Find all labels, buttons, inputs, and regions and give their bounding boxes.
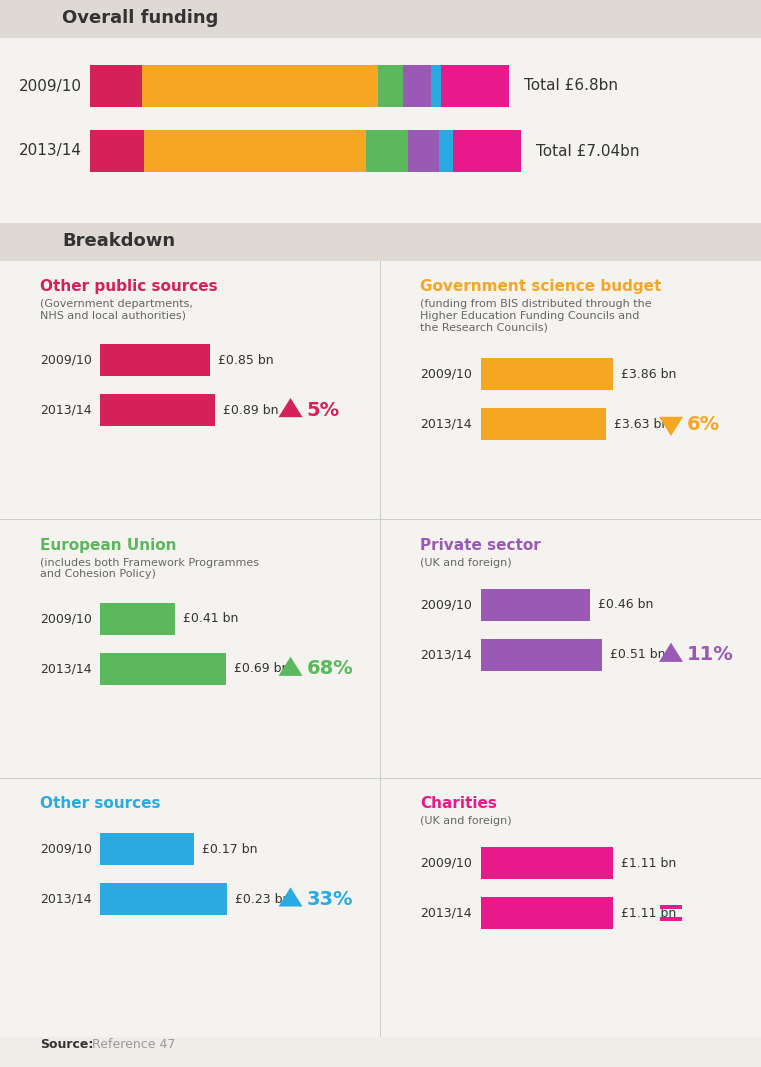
Text: (UK and foreign): (UK and foreign) xyxy=(421,816,512,826)
Bar xyxy=(90,130,145,172)
Bar xyxy=(142,65,377,107)
Text: £0.41 bn: £0.41 bn xyxy=(183,612,238,625)
Polygon shape xyxy=(279,888,303,907)
Bar xyxy=(441,65,509,107)
Bar xyxy=(100,833,194,865)
Text: 68%: 68% xyxy=(307,659,353,679)
Polygon shape xyxy=(279,656,303,675)
Bar xyxy=(480,359,613,391)
Bar xyxy=(660,905,682,909)
Text: £0.17 bn: £0.17 bn xyxy=(202,843,258,856)
Polygon shape xyxy=(659,642,683,662)
Text: (UK and foreign): (UK and foreign) xyxy=(421,558,512,568)
Text: Overall funding: Overall funding xyxy=(62,9,218,27)
Text: (includes both Framework Programmes
and Cohesion Policy): (includes both Framework Programmes and … xyxy=(40,558,259,579)
Bar xyxy=(480,847,613,879)
Text: Reference 47: Reference 47 xyxy=(88,1038,175,1051)
Text: £0.46 bn: £0.46 bn xyxy=(598,599,654,611)
Bar xyxy=(660,918,682,921)
Bar xyxy=(431,65,441,107)
Text: £0.51 bn: £0.51 bn xyxy=(610,648,666,662)
Text: 33%: 33% xyxy=(307,890,353,909)
Text: 2009/10: 2009/10 xyxy=(421,367,473,381)
Text: 2013/14: 2013/14 xyxy=(421,648,472,662)
Text: £1.11 bn: £1.11 bn xyxy=(621,907,676,920)
Bar xyxy=(0,261,761,1037)
Bar xyxy=(480,897,613,929)
Text: £0.85 bn: £0.85 bn xyxy=(218,353,273,366)
Bar xyxy=(366,130,408,172)
Text: 2013/14: 2013/14 xyxy=(19,143,82,159)
Text: Total £7.04bn: Total £7.04bn xyxy=(537,143,640,159)
Bar xyxy=(100,603,175,635)
Text: 2009/10: 2009/10 xyxy=(421,857,473,870)
Bar xyxy=(403,65,431,107)
Text: Private sector: Private sector xyxy=(421,538,541,553)
Bar xyxy=(100,883,228,915)
Text: 2013/14: 2013/14 xyxy=(40,893,91,906)
Text: £3.86 bn: £3.86 bn xyxy=(622,367,677,381)
Text: Charities: Charities xyxy=(421,796,498,811)
Bar xyxy=(408,130,439,172)
Text: 5%: 5% xyxy=(307,400,339,419)
Bar xyxy=(90,65,142,107)
Text: 2009/10: 2009/10 xyxy=(40,843,92,856)
Bar xyxy=(380,261,381,1037)
Polygon shape xyxy=(279,398,303,417)
Bar xyxy=(480,408,606,440)
Text: Breakdown: Breakdown xyxy=(62,232,175,250)
Bar xyxy=(0,223,761,261)
Bar xyxy=(100,653,226,685)
Bar xyxy=(377,65,403,107)
Bar xyxy=(100,344,210,376)
Text: 2013/14: 2013/14 xyxy=(40,663,91,675)
Text: £0.89 bn: £0.89 bn xyxy=(223,403,279,416)
Text: 2013/14: 2013/14 xyxy=(421,417,472,430)
Text: 2009/10: 2009/10 xyxy=(40,612,92,625)
Bar xyxy=(480,589,591,621)
Text: 2009/10: 2009/10 xyxy=(19,79,82,94)
Text: 2013/14: 2013/14 xyxy=(421,907,472,920)
Text: Total £6.8bn: Total £6.8bn xyxy=(524,79,618,94)
Text: Other sources: Other sources xyxy=(40,796,161,811)
Text: Government science budget: Government science budget xyxy=(421,278,662,294)
Bar xyxy=(439,130,454,172)
Text: £0.69 bn: £0.69 bn xyxy=(234,663,289,675)
Text: 2009/10: 2009/10 xyxy=(40,353,92,366)
Text: (Government departments,
NHS and local authorities): (Government departments, NHS and local a… xyxy=(40,299,193,320)
Bar xyxy=(145,130,366,172)
Text: 2013/14: 2013/14 xyxy=(40,403,91,416)
Text: 11%: 11% xyxy=(687,646,734,664)
Text: Source:: Source: xyxy=(40,1038,94,1051)
Text: 6%: 6% xyxy=(687,414,720,433)
Text: 2009/10: 2009/10 xyxy=(421,599,473,611)
Text: £1.11 bn: £1.11 bn xyxy=(621,857,676,870)
Bar xyxy=(0,0,761,38)
Bar xyxy=(480,639,602,671)
Text: £0.23 bn: £0.23 bn xyxy=(235,893,291,906)
Text: Other public sources: Other public sources xyxy=(40,278,218,294)
Bar xyxy=(0,38,761,223)
Polygon shape xyxy=(659,417,683,436)
Text: £3.63 bn: £3.63 bn xyxy=(613,417,669,430)
Bar xyxy=(454,130,521,172)
Text: (funding from BIS distributed through the
Higher Education Funding Councils and
: (funding from BIS distributed through th… xyxy=(421,299,652,332)
Text: European Union: European Union xyxy=(40,538,177,553)
Bar xyxy=(100,394,215,426)
